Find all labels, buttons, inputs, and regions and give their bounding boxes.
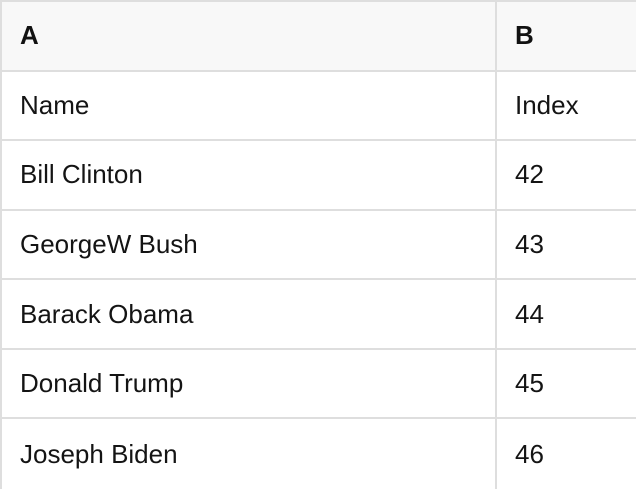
cell-index[interactable]: 44	[515, 298, 544, 329]
table-row: Barack Obama 44	[2, 280, 636, 350]
cell-index[interactable]: 46	[515, 438, 544, 469]
cell-name-header[interactable]: Name	[2, 71, 497, 140]
cell-name[interactable]: Joseph Biden	[2, 419, 497, 489]
table-row: Donald Trump 45	[2, 349, 636, 420]
table-row: Bill Clinton 42	[2, 141, 636, 211]
cell-index[interactable]: 42	[515, 159, 544, 190]
header-row: A B	[2, 2, 636, 72]
column-header-b[interactable]: B	[515, 20, 534, 51]
table-row: Name Index	[2, 71, 636, 142]
cell-index-header[interactable]: Index	[515, 89, 579, 120]
cell-index[interactable]: 43	[515, 228, 544, 259]
cell-name[interactable]: Barack Obama	[2, 280, 497, 348]
table-row: GeorgeW Bush 43	[2, 210, 636, 281]
cell-name[interactable]: Bill Clinton	[2, 141, 497, 209]
cell-index[interactable]: 45	[515, 368, 544, 399]
column-header-a[interactable]: A	[2, 2, 497, 70]
cell-name[interactable]: GeorgeW Bush	[2, 210, 497, 279]
cell-name[interactable]: Donald Trump	[2, 349, 497, 418]
table-row: Joseph Biden 46	[2, 419, 636, 489]
